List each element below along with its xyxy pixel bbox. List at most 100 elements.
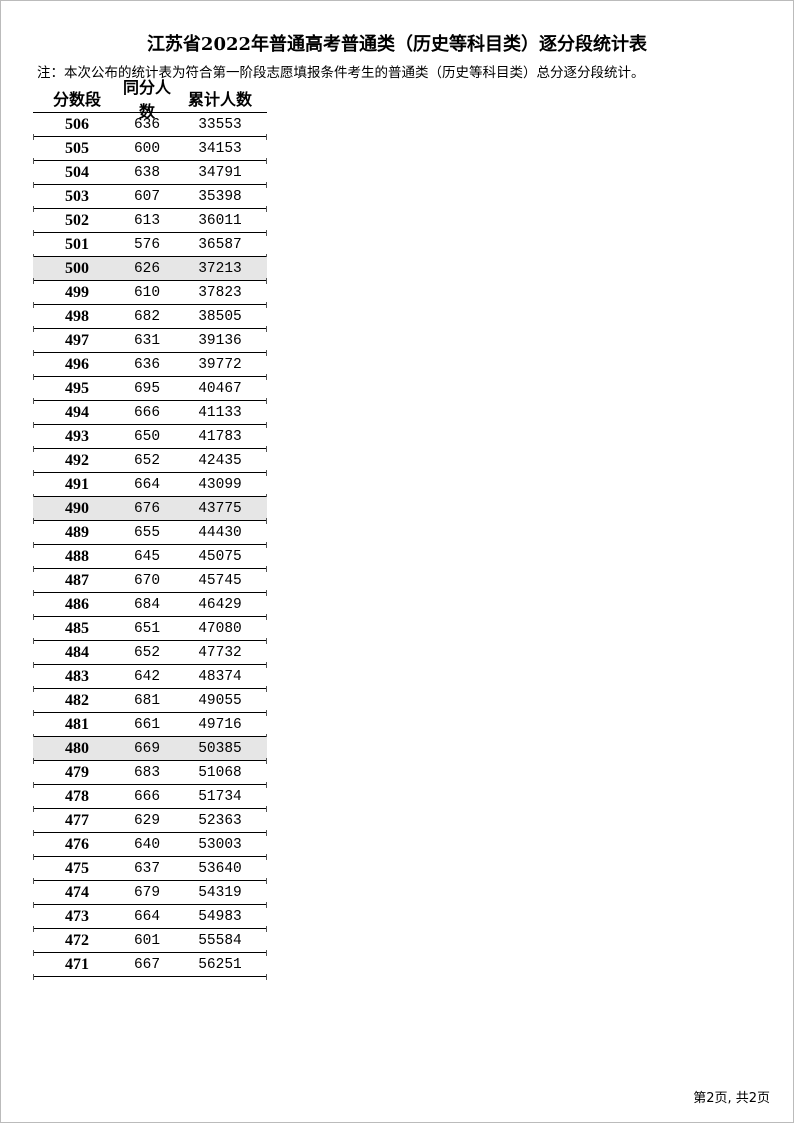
table-row: 484 652 47732	[33, 641, 267, 668]
same-count-cell: 642	[133, 668, 161, 685]
table-row: 474 679 54319	[33, 881, 267, 908]
same-count-cell: 626	[133, 260, 161, 277]
cumulative-cell: 51734	[198, 788, 242, 805]
cumulative-cell: 43099	[198, 476, 242, 493]
same-count-cell: 695	[133, 380, 161, 397]
same-count-cell: 645	[133, 548, 161, 565]
score-cell: 489	[65, 523, 89, 541]
page-title: 江苏省2022年普通高考普通类（历史等科目类）逐分段统计表	[146, 34, 648, 55]
table-row: 496 636 39772	[33, 353, 267, 380]
header-cumulative: 累计人数	[187, 90, 252, 109]
score-cell: 488	[65, 547, 89, 565]
table-body: 506 636 33553 505 600 34153 504 638 34791 503 607 3…	[33, 113, 267, 980]
cumulative-cell: 45075	[198, 548, 242, 565]
cumulative-cell: 38505	[198, 308, 242, 325]
score-cell: 492	[65, 451, 89, 469]
table-row: 506 636 33553	[33, 113, 267, 140]
cumulative-cell: 53003	[198, 836, 242, 853]
score-cell: 486	[65, 595, 89, 613]
cumulative-cell: 52363	[198, 812, 242, 829]
header-score: 分数段	[52, 90, 101, 109]
table-row: 505 600 34153	[33, 137, 267, 164]
cumulative-cell: 42435	[198, 452, 242, 469]
cumulative-cell: 37823	[198, 284, 242, 301]
same-count-cell: 638	[133, 164, 161, 181]
same-count-cell: 666	[133, 788, 161, 805]
score-cell: 502	[65, 211, 89, 229]
score-cell: 472	[65, 931, 89, 949]
cumulative-cell: 51068	[198, 764, 242, 781]
same-count-cell: 667	[133, 956, 161, 973]
same-count-cell: 600	[133, 140, 161, 157]
score-table: 分数段 同分人数 累计人数 506 636 33553 505 600 34153 504 6…	[33, 78, 267, 980]
same-count-cell: 664	[133, 476, 161, 493]
score-cell: 500	[65, 259, 89, 277]
table-row: 488 645 45075	[33, 545, 267, 572]
score-cell: 479	[65, 763, 89, 781]
table-row: 487 670 45745	[33, 569, 267, 596]
table-header: 分数段 同分人数 累计人数	[33, 78, 267, 121]
same-count-cell: 637	[133, 860, 161, 877]
cumulative-cell: 34153	[198, 140, 242, 157]
same-count-cell: 676	[133, 500, 161, 517]
table-row: 485 651 47080	[33, 617, 267, 644]
table-row: 493 650 41783	[33, 425, 267, 452]
same-count-cell: 681	[133, 692, 161, 709]
table-row: 475 637 53640	[33, 857, 267, 884]
same-count-cell: 652	[133, 644, 161, 661]
table-row: 501 576 36587	[33, 233, 267, 260]
same-count-cell: 651	[133, 620, 161, 637]
cumulative-cell: 34791	[198, 164, 242, 181]
same-count-cell: 655	[133, 524, 161, 541]
cumulative-cell: 50385	[198, 740, 242, 757]
same-count-cell: 610	[133, 284, 161, 301]
score-cell: 498	[65, 307, 89, 325]
score-cell: 483	[65, 667, 89, 685]
cumulative-cell: 43775	[198, 500, 242, 517]
table-row: 482 681 49055	[33, 689, 267, 716]
score-cell: 501	[65, 235, 89, 253]
table-row: 494 666 41133	[33, 401, 267, 428]
score-cell: 471	[65, 955, 89, 973]
score-cell: 499	[65, 283, 89, 301]
score-cell: 475	[65, 859, 89, 877]
same-count-cell: 640	[133, 836, 161, 853]
cumulative-cell: 54319	[198, 884, 242, 901]
same-count-cell: 670	[133, 572, 161, 589]
score-cell: 484	[65, 643, 89, 661]
table-row: 472 601 55584	[33, 929, 267, 956]
page-number: 第2页, 共2页	[693, 1091, 770, 1106]
same-count-cell: 666	[133, 404, 161, 421]
table-row: 483 642 48374	[33, 665, 267, 692]
table-row: 504 638 34791	[33, 161, 267, 188]
score-cell: 504	[65, 163, 89, 181]
score-cell: 497	[65, 331, 89, 349]
score-cell: 493	[65, 427, 89, 445]
same-count-cell: 682	[133, 308, 161, 325]
same-count-cell: 607	[133, 188, 161, 205]
cumulative-cell: 36587	[198, 236, 242, 253]
score-cell: 481	[65, 715, 89, 733]
table-note: 注：本次公布的统计表为符合第一阶段志愿填报条件考生的普通类（历史等科目类）总分逐…	[37, 65, 645, 81]
table-row: 499 610 37823	[33, 281, 267, 308]
table-row: 480 669 50385	[33, 737, 267, 764]
cumulative-cell: 36011	[198, 212, 242, 229]
same-count-cell: 652	[133, 452, 161, 469]
cumulative-cell: 49716	[198, 716, 242, 733]
score-cell: 491	[65, 475, 89, 493]
cumulative-cell: 46429	[198, 596, 242, 613]
cumulative-cell: 54983	[198, 908, 242, 925]
table-row: 481 661 49716	[33, 713, 267, 740]
score-cell: 506	[65, 115, 89, 133]
score-cell: 477	[65, 811, 89, 829]
same-count-cell: 683	[133, 764, 161, 781]
table-row: 473 664 54983	[33, 905, 267, 932]
table-row: 476 640 53003	[33, 833, 267, 860]
same-count-cell: 636	[133, 356, 161, 373]
table-row: 471 667 56251	[33, 953, 267, 980]
score-cell: 478	[65, 787, 89, 805]
table-row: 486 684 46429	[33, 593, 267, 620]
table-row: 498 682 38505	[33, 305, 267, 332]
score-cell: 474	[65, 883, 89, 901]
cumulative-cell: 56251	[198, 956, 242, 973]
